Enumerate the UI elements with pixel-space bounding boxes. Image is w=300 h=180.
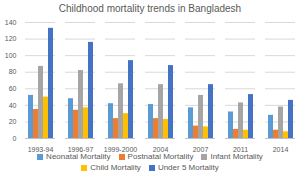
svg-text:100: 100 xyxy=(5,52,17,59)
svg-text:2004: 2004 xyxy=(153,146,169,152)
svg-text:0: 0 xyxy=(13,135,17,142)
html-text:Neonatal Mortality: Neonatal Mortality xyxy=(46,152,111,161)
svg-text:2014: 2014 xyxy=(273,146,289,152)
html-text:Childhood mortality trends in: Childhood mortality trends in Bangladesh xyxy=(58,3,242,14)
html-text:Postnatal Mortality: Postnatal Mortality xyxy=(127,152,194,161)
html-text:Infant Mortality: Infant Mortality xyxy=(210,152,263,161)
svg-text:1996-97: 1996-97 xyxy=(68,146,94,152)
svg-text:120: 120 xyxy=(5,35,17,42)
html-text:Child Mortality: Child Mortality xyxy=(90,163,141,172)
svg-text:1999-2000: 1999-2000 xyxy=(104,146,138,152)
svg-text:1993-94: 1993-94 xyxy=(28,146,54,152)
svg-text:20: 20 xyxy=(9,118,17,125)
svg-text:140: 140 xyxy=(5,19,17,26)
svg-text:80: 80 xyxy=(9,68,17,75)
svg-text:2011: 2011 xyxy=(233,146,248,152)
svg-text:60: 60 xyxy=(9,85,17,92)
svg-text:2007: 2007 xyxy=(193,146,209,152)
html-text:Under 5 Mortality: Under 5 Mortality xyxy=(157,163,219,172)
svg-text:40: 40 xyxy=(9,102,17,109)
